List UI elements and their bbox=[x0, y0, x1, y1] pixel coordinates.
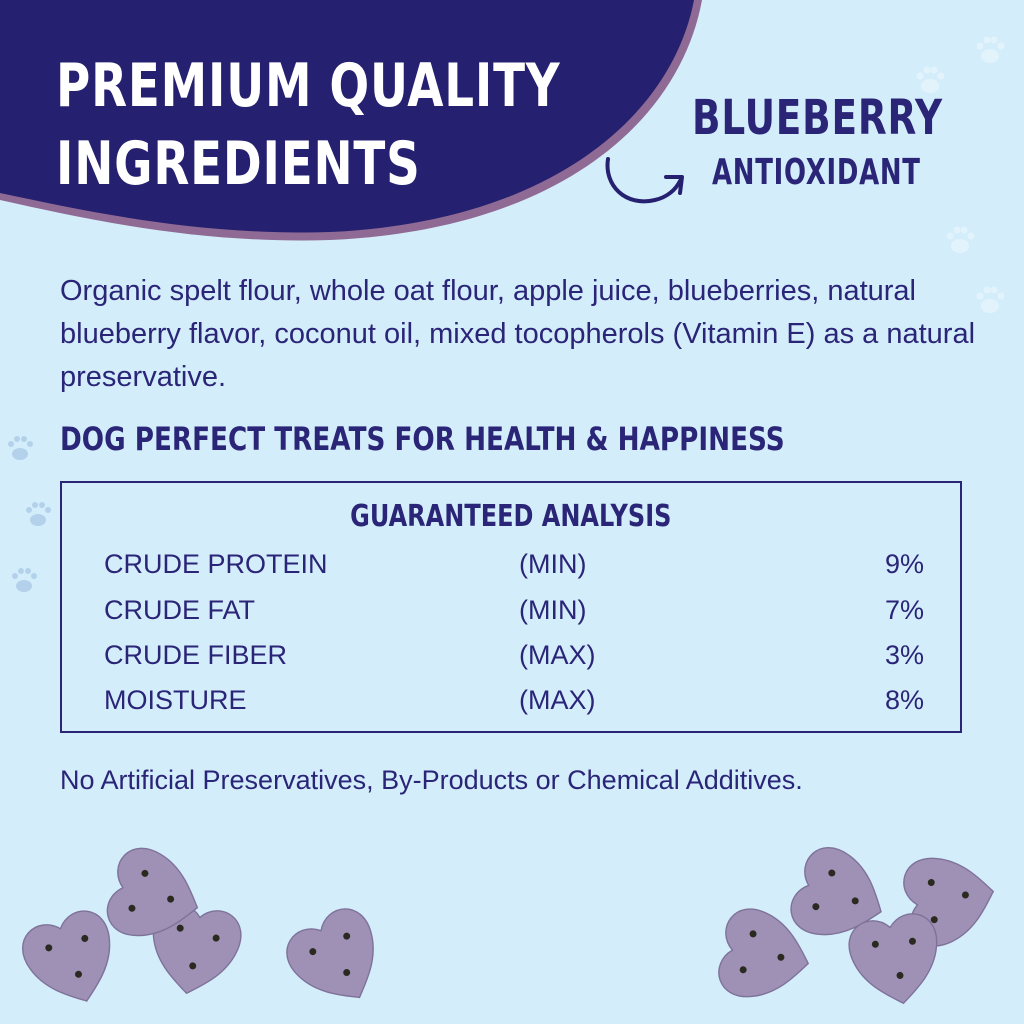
nutrient-name: CRUDE FIBER bbox=[104, 640, 288, 670]
headline-line-1: PREMIUM QUALITY bbox=[56, 51, 561, 121]
table-row: CRUDE PROTEIN (MIN) 9% bbox=[104, 549, 924, 595]
footer-note: No Artificial Preservatives, By-Products… bbox=[60, 765, 803, 795]
nutrient-value: 3% bbox=[884, 640, 924, 670]
analysis-title: GUARANTEED ANALYSIS bbox=[350, 499, 672, 534]
nutrient-qualifier: (MAX) bbox=[519, 640, 596, 670]
table-row: CRUDE FAT (MIN) 7% bbox=[104, 595, 924, 641]
paw-print-icon bbox=[8, 436, 51, 592]
nutrient-qualifier: (MAX) bbox=[519, 685, 596, 715]
arrow-icon bbox=[605, 157, 684, 204]
blueberry-tag: BLUEBERRY bbox=[692, 90, 943, 146]
heart-treat-image bbox=[15, 840, 1002, 1021]
nutrient-value: 7% bbox=[884, 595, 924, 625]
paw-print-icon bbox=[916, 36, 1005, 313]
nutrient-value: 9% bbox=[884, 549, 924, 579]
antioxidant-tag: ANTIOXIDANT bbox=[712, 152, 921, 193]
guaranteed-analysis-table: GUARANTEED ANALYSIS CRUDE PROTEIN (MIN) 9%… bbox=[60, 481, 962, 733]
headline-line-2: INGREDIENTS bbox=[56, 129, 421, 199]
nutrient-name: MOISTURE bbox=[104, 685, 247, 715]
nutrient-qualifier: (MIN) bbox=[519, 595, 587, 625]
header-blob bbox=[0, 0, 702, 241]
subheading: DOG PERFECT TREATS FOR HEALTH & HAPPINES… bbox=[60, 420, 785, 458]
nutrient-qualifier: (MIN) bbox=[519, 549, 587, 579]
ingredients-text: Organic spelt flour, whole oat flour, ap… bbox=[60, 275, 976, 393]
nutrient-name: CRUDE PROTEIN bbox=[104, 549, 328, 579]
table-row: MOISTURE (MAX) 8% bbox=[104, 685, 924, 731]
nutrient-value: 8% bbox=[884, 685, 924, 715]
table-row: CRUDE FIBER (MAX) 3% bbox=[104, 640, 924, 686]
nutrient-name: CRUDE FAT bbox=[104, 595, 256, 625]
